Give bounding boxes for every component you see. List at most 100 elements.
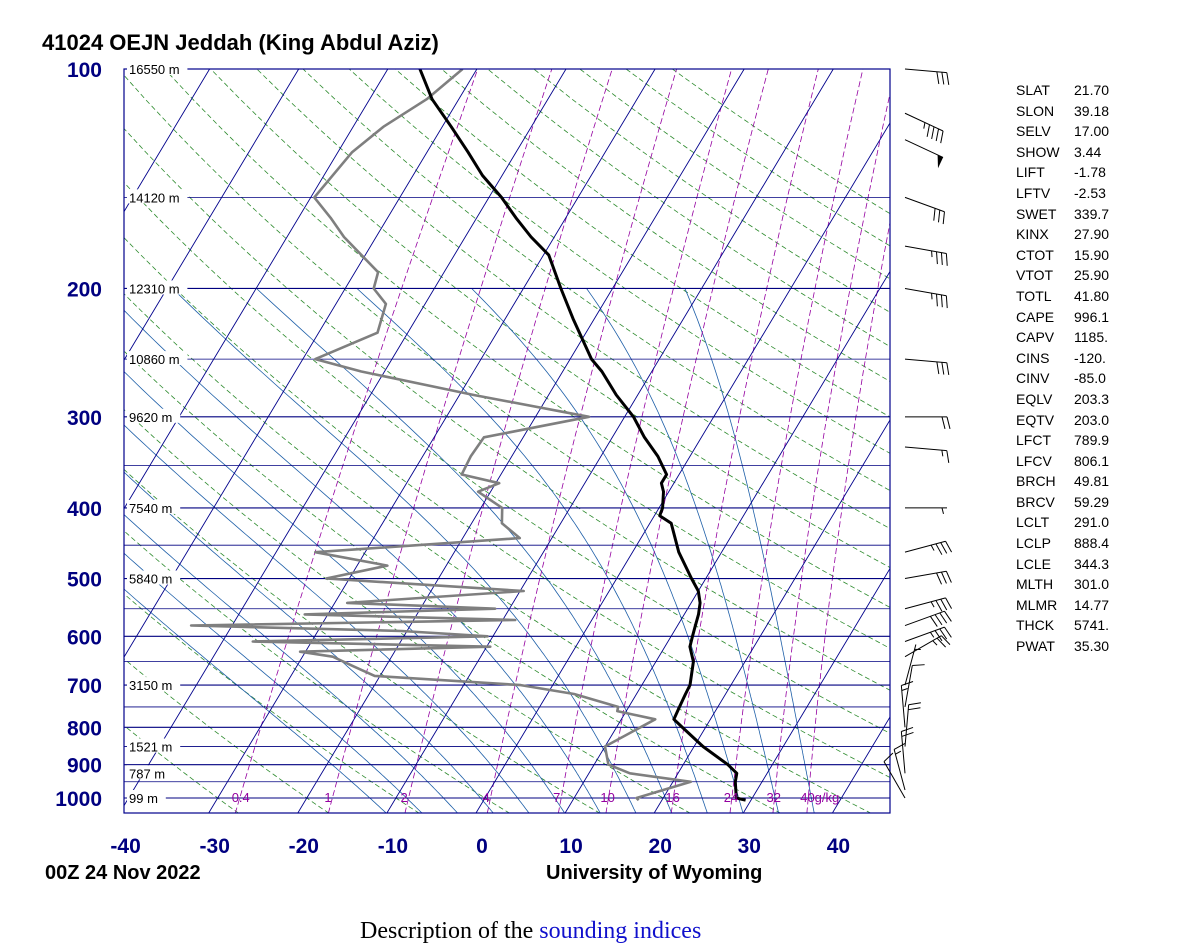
barb-feather bbox=[947, 417, 950, 429]
height-label: 10860 m bbox=[129, 352, 180, 367]
index-value: 5741. bbox=[1074, 615, 1109, 636]
mixing-ratio-line bbox=[730, 69, 863, 813]
isotherm-line bbox=[565, 69, 1012, 813]
index-key: BRCH bbox=[1016, 471, 1074, 492]
barb-feather bbox=[941, 131, 943, 143]
mixing-ratio-line bbox=[807, 69, 921, 813]
index-key: LCLP bbox=[1016, 533, 1074, 554]
dry-adiabat-line bbox=[0, 69, 691, 813]
wind-barbs bbox=[884, 69, 952, 798]
pressure-tick-label: 600 bbox=[67, 626, 102, 649]
index-value: 888.4 bbox=[1074, 533, 1109, 554]
barb-feather bbox=[942, 362, 944, 374]
barb-feather bbox=[944, 627, 951, 637]
barb-half-feather bbox=[930, 632, 933, 637]
barb-feather bbox=[947, 363, 949, 375]
height-label: 1521 m bbox=[129, 740, 172, 755]
wind-barb bbox=[905, 359, 949, 375]
index-key: SELV bbox=[1016, 121, 1074, 142]
barb-feather bbox=[934, 208, 935, 220]
barb-feather bbox=[927, 125, 929, 137]
mixing-ratio-label: 40g/kg bbox=[800, 790, 839, 805]
barb-half-feather bbox=[942, 508, 944, 514]
height-label: 14120 m bbox=[129, 190, 180, 205]
pressure-tick-label: 100 bbox=[67, 59, 102, 82]
index-row: LIFT-1.78 bbox=[1016, 162, 1109, 183]
barb-feather bbox=[909, 703, 921, 705]
pressure-tick-label: 500 bbox=[67, 569, 102, 592]
index-key: EQLV bbox=[1016, 389, 1074, 410]
index-key: KINX bbox=[1016, 224, 1074, 245]
dry-adiabat-line bbox=[26, 69, 1052, 813]
dry-adiabat-line bbox=[0, 69, 420, 813]
height-label: 5840 m bbox=[129, 572, 172, 587]
isotherm-line bbox=[0, 69, 210, 813]
index-value: 35.30 bbox=[1074, 636, 1109, 657]
height-label: 9620 m bbox=[129, 410, 172, 425]
index-value: 14.77 bbox=[1074, 595, 1109, 616]
index-value: -120. bbox=[1074, 348, 1106, 369]
barb-staff bbox=[901, 731, 905, 773]
barb-staff bbox=[905, 359, 947, 363]
height-label: 787 m bbox=[129, 766, 165, 781]
wind-barb bbox=[905, 665, 925, 707]
index-key: CINV bbox=[1016, 368, 1074, 389]
barb-feather bbox=[940, 613, 947, 623]
isotherm-line bbox=[387, 69, 834, 813]
index-key: PWAT bbox=[1016, 636, 1074, 657]
dry-adiabat-line bbox=[0, 69, 239, 813]
isotherm-line bbox=[298, 69, 745, 813]
temperature-tick-label: -10 bbox=[378, 835, 408, 858]
barb-feather bbox=[941, 543, 947, 554]
moist-adiabat-line bbox=[472, 289, 743, 814]
isotherm-line bbox=[30, 69, 477, 813]
sounding-profiles bbox=[191, 69, 746, 800]
index-key: BRCV bbox=[1016, 492, 1074, 513]
mixing-ratio-lines bbox=[235, 69, 921, 813]
temperature-tick-label: 30 bbox=[738, 835, 761, 858]
index-value: -1.78 bbox=[1074, 162, 1106, 183]
pressure-tick-label: 1000 bbox=[55, 788, 102, 811]
temperature-tick-label: 20 bbox=[649, 835, 672, 858]
index-row: CINV-85.0 bbox=[1016, 368, 1109, 389]
index-key: SWET bbox=[1016, 204, 1074, 225]
barb-feather bbox=[946, 571, 951, 582]
barb-feather bbox=[936, 544, 942, 555]
index-key: LFTV bbox=[1016, 183, 1074, 204]
indices-description: Description of the sounding indices bbox=[360, 918, 701, 945]
mixing-ratio-label: 1 bbox=[324, 790, 331, 805]
index-value: 339.7 bbox=[1074, 204, 1109, 225]
index-value: 344.3 bbox=[1074, 554, 1109, 575]
index-key: TOTL bbox=[1016, 286, 1074, 307]
height-label: 3150 m bbox=[129, 678, 172, 693]
wind-barb bbox=[905, 246, 947, 266]
barb-feather bbox=[941, 295, 942, 307]
wind-barb bbox=[905, 508, 947, 514]
barb-staff bbox=[905, 69, 947, 73]
wind-barb bbox=[905, 417, 950, 429]
barb-staff bbox=[905, 611, 944, 625]
barb-feather bbox=[901, 727, 913, 731]
barb-feather bbox=[932, 127, 934, 139]
barb-feather bbox=[946, 598, 952, 609]
index-row: LFTV-2.53 bbox=[1016, 183, 1109, 204]
index-key: LFCT bbox=[1016, 430, 1074, 451]
dry-adiabat-line bbox=[672, 69, 1200, 813]
dry-adiabat-line bbox=[0, 69, 781, 813]
index-row: CINS-120. bbox=[1016, 348, 1109, 369]
sounding-indices-link[interactable]: sounding indices bbox=[539, 918, 701, 944]
description-prefix: Description of the bbox=[360, 918, 539, 944]
index-value: 25.90 bbox=[1074, 265, 1109, 286]
index-key: THCK bbox=[1016, 615, 1074, 636]
height-label: 99 m bbox=[129, 791, 158, 806]
